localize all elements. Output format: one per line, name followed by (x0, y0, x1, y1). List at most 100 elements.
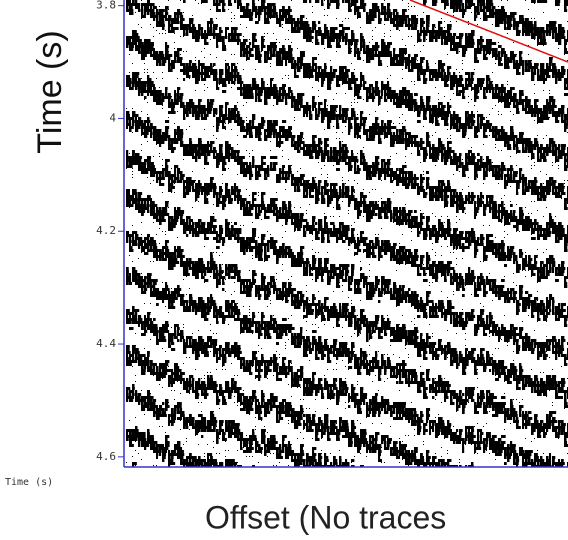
trace-fill (165, 369, 170, 372)
trace-dot (171, 96, 172, 97)
trace-fill (183, 273, 188, 276)
trace-fill (153, 90, 158, 93)
trace-fill (186, 30, 189, 33)
trace-fill (246, 291, 251, 294)
trace-fill (243, 402, 247, 405)
trace-fill (231, 315, 235, 318)
trace-fill (288, 411, 291, 414)
trace-fill (330, 312, 334, 315)
trace-fill (291, 63, 294, 66)
trace-fill (264, 360, 268, 363)
trace-fill (225, 63, 230, 66)
trace-fill (270, 6, 273, 9)
trace-fill (198, 30, 201, 33)
trace-dot (222, 174, 223, 175)
trace-fill (300, 342, 303, 345)
trace-fill (159, 132, 162, 135)
trace-fill (207, 270, 212, 273)
trace-dot (252, 444, 253, 445)
trace-dot (258, 351, 259, 352)
trace-fill (168, 336, 173, 339)
trace-fill (246, 9, 250, 12)
trace-fill (261, 399, 265, 402)
trace-fill (207, 21, 212, 24)
trace-fill (267, 12, 272, 15)
trace-fill (336, 276, 340, 279)
trace-fill (150, 6, 153, 9)
trace-fill (168, 105, 172, 108)
trace-fill (144, 330, 148, 333)
trace-fill (126, 231, 130, 234)
trace-fill (345, 186, 350, 189)
trace-fill (264, 324, 269, 327)
trace-fill (321, 117, 325, 120)
trace-fill (324, 24, 327, 27)
trace-fill (195, 309, 199, 312)
trace-fill (180, 132, 184, 135)
trace-fill (234, 381, 237, 384)
trace-dot (303, 429, 304, 430)
trace-fill (228, 387, 231, 390)
trace-dot (231, 129, 232, 130)
trace-fill (303, 261, 307, 264)
trace-fill (195, 150, 198, 153)
trace-fill (324, 348, 329, 351)
trace-fill (258, 243, 263, 246)
trace-fill (210, 231, 215, 234)
trace-fill (252, 357, 257, 360)
trace-fill (249, 18, 253, 21)
trace-dot (186, 51, 187, 52)
trace-dot (252, 456, 253, 457)
trace-fill (315, 315, 318, 318)
trace-fill (336, 162, 340, 165)
trace-fill (285, 288, 289, 291)
trace-dot (177, 381, 178, 382)
trace-fill (132, 192, 136, 195)
trace-fill (243, 366, 248, 369)
trace-fill (282, 369, 286, 372)
trace-fill (177, 252, 182, 255)
trace-dot (267, 231, 268, 232)
trace-fill (324, 267, 329, 270)
trace-fill (219, 114, 223, 117)
trace-fill (336, 435, 340, 438)
trace-dot (207, 87, 208, 88)
trace-fill (204, 189, 208, 192)
trace-fill (342, 348, 347, 351)
trace-dot (324, 48, 325, 49)
trace-fill (126, 309, 130, 312)
trace-dot (135, 441, 136, 442)
trace-fill (201, 345, 206, 348)
trace-fill (258, 12, 262, 15)
trace-fill (315, 114, 320, 117)
trace-fill (345, 27, 350, 30)
trace-fill (189, 420, 193, 423)
trace-fill (333, 456, 336, 459)
trace-dot (144, 348, 145, 349)
trace-fill (312, 381, 315, 384)
trace-fill (240, 249, 245, 252)
trace-fill (303, 0, 308, 3)
trace-fill (261, 123, 265, 126)
trace-fill (243, 198, 247, 201)
trace-fill (303, 459, 306, 462)
trace-fill (228, 315, 231, 318)
trace-fill (150, 285, 155, 288)
trace-fill (174, 54, 178, 57)
trace-fill (306, 393, 311, 396)
trace-fill (138, 204, 143, 207)
trace-fill (252, 156, 255, 159)
trace-fill (279, 207, 282, 210)
trace-dot (309, 180, 310, 181)
trace-fill (204, 270, 207, 273)
trace-fill (342, 267, 347, 270)
trace-fill (279, 291, 284, 294)
trace-dot (162, 282, 163, 283)
trace-fill (216, 45, 219, 48)
trace-fill (291, 216, 296, 219)
trace-fill (222, 429, 225, 432)
trace-fill (198, 465, 201, 467)
trace-fill (210, 183, 215, 186)
trace-dot (159, 153, 160, 154)
trace-fill (177, 12, 182, 15)
